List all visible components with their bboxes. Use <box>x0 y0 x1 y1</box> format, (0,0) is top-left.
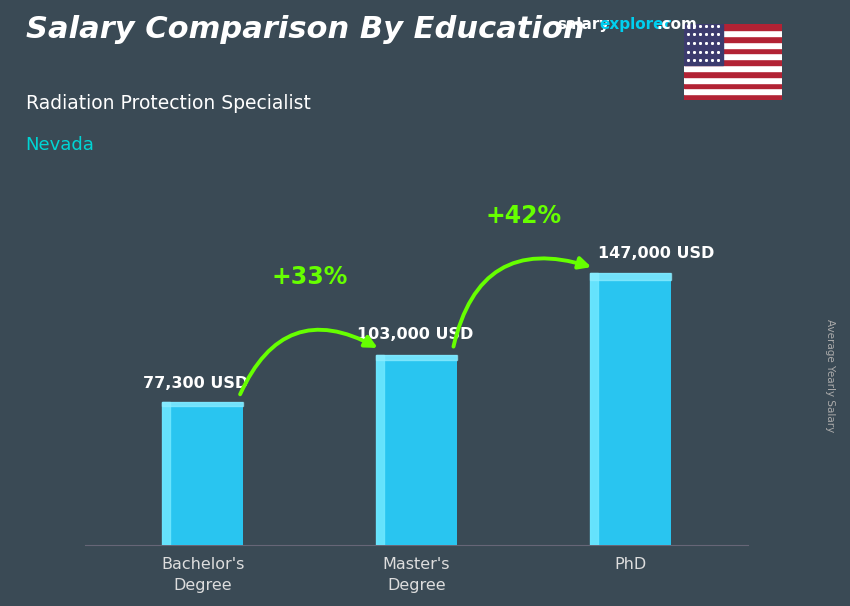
Bar <box>684 30 782 36</box>
Bar <box>684 88 782 94</box>
Text: Salary Comparison By Education: Salary Comparison By Education <box>26 15 584 44</box>
FancyBboxPatch shape <box>162 402 243 545</box>
Text: +33%: +33% <box>271 265 348 288</box>
Bar <box>684 47 782 53</box>
Text: Radiation Protection Specialist: Radiation Protection Specialist <box>26 94 310 113</box>
Text: 103,000 USD: 103,000 USD <box>357 327 473 342</box>
Bar <box>684 53 782 59</box>
Bar <box>684 65 782 71</box>
Bar <box>684 24 723 65</box>
Bar <box>684 71 782 77</box>
Bar <box>376 355 384 545</box>
Text: Nevada: Nevada <box>26 136 94 155</box>
Text: .com: .com <box>656 17 697 32</box>
Bar <box>684 82 782 88</box>
Bar <box>590 273 671 280</box>
Text: +42%: +42% <box>485 204 562 228</box>
Bar <box>684 59 782 65</box>
Bar <box>162 402 170 545</box>
FancyBboxPatch shape <box>590 273 671 545</box>
Text: Average Yearly Salary: Average Yearly Salary <box>824 319 835 432</box>
Bar <box>162 402 243 406</box>
Text: salary: salary <box>557 17 609 32</box>
FancyBboxPatch shape <box>376 355 457 545</box>
Text: explorer: explorer <box>599 17 672 32</box>
Text: 147,000 USD: 147,000 USD <box>598 245 715 261</box>
Bar <box>684 94 782 100</box>
Bar <box>590 273 598 545</box>
Bar <box>376 355 457 359</box>
Bar <box>684 77 782 82</box>
Text: 77,300 USD: 77,300 USD <box>143 376 248 391</box>
Bar <box>684 24 782 30</box>
Bar <box>684 36 782 42</box>
Bar <box>684 42 782 47</box>
